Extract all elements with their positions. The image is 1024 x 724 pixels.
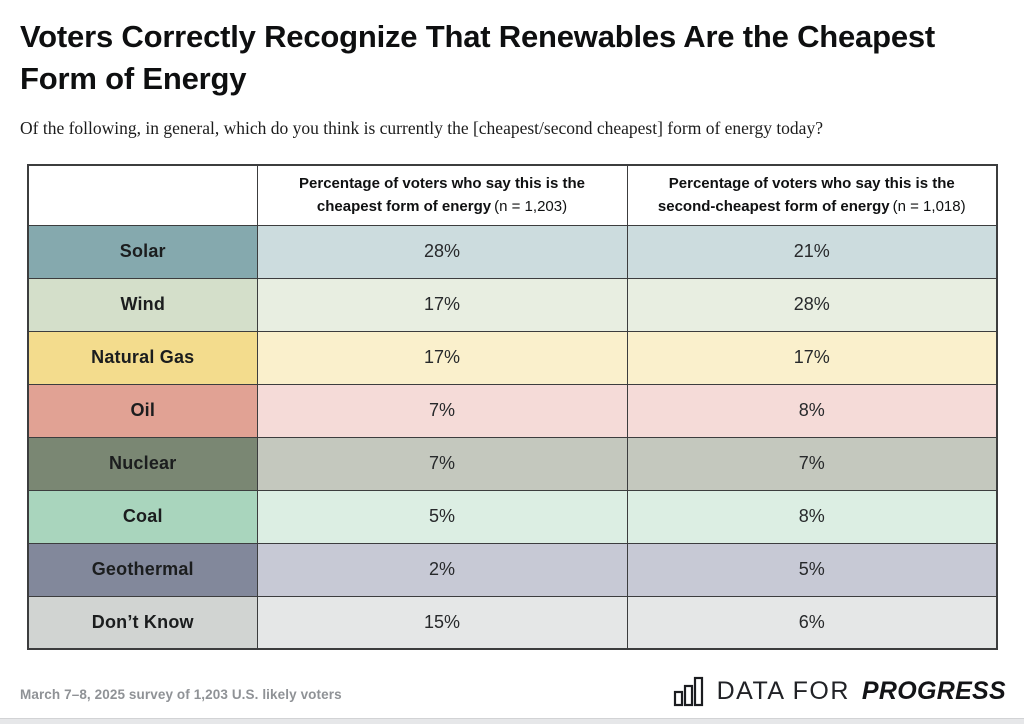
cheapest-value: 7% (256, 383, 628, 438)
second-cheapest-value: 21% (626, 224, 998, 279)
row-label: Oil (27, 383, 258, 438)
second-cheapest-value: 5% (626, 542, 998, 597)
column-header-text: Percentage of voters who say this is the… (657, 175, 955, 216)
table-row-oil: Oil 7% 8% (27, 383, 998, 438)
table-row-dont-know: Don’t Know 15% 6% (27, 595, 998, 650)
cheapest-value: 17% (256, 330, 628, 385)
column-header-sample-size: (n = 1,203) (494, 198, 568, 216)
survey-methodology-note: March 7–8, 2025 survey of 1,203 U.S. lik… (20, 687, 342, 702)
page-bottom-edge (0, 718, 1024, 724)
cheapest-value: 15% (256, 595, 628, 650)
second-cheapest-value: 7% (626, 436, 998, 491)
survey-question: Of the following, in general, which do y… (20, 118, 823, 138)
table-row-natural-gas: Natural Gas 17% 17% (27, 330, 998, 385)
cheapest-value: 7% (256, 436, 628, 491)
column-header-cheapest: Percentage of voters who say this is the… (256, 164, 628, 226)
column-header-sample-size: (n = 1,018) (892, 198, 966, 216)
row-label: Natural Gas (27, 330, 258, 385)
second-cheapest-value: 8% (626, 489, 998, 544)
cheapest-value: 2% (256, 542, 628, 597)
cheapest-value: 5% (256, 489, 628, 544)
table-row-wind: Wind 17% 28% (27, 277, 998, 332)
row-label: Solar (27, 224, 258, 279)
second-cheapest-value: 6% (626, 595, 998, 650)
table-row-solar: Solar 28% 21% (27, 224, 998, 279)
cheapest-value: 17% (256, 277, 628, 332)
header-row: Percentage of voters who say this is the… (27, 164, 998, 226)
cheapest-value: 28% (256, 224, 628, 279)
row-label: Geothermal (27, 542, 258, 597)
table-row-geothermal: Geothermal 2% 5% (27, 542, 998, 597)
page-title: Voters Correctly Recognize That Renewabl… (20, 19, 936, 96)
corner-cell (27, 164, 258, 226)
survey-results-table: Percentage of voters who say this is the… (27, 164, 998, 650)
logo-text-progress: PROGRESS (861, 676, 1006, 705)
row-label: Wind (27, 277, 258, 332)
row-label: Nuclear (27, 436, 258, 491)
logo-text-data-for: DATA FOR (716, 676, 850, 705)
second-cheapest-value: 28% (626, 277, 998, 332)
data-for-progress-logo: DATA FOR PROGRESS (673, 675, 1006, 707)
row-label: Don’t Know (27, 595, 258, 650)
column-header-second-cheapest: Percentage of voters who say this is the… (626, 164, 998, 226)
row-label: Coal (27, 489, 258, 544)
table-row-nuclear: Nuclear 7% 7% (27, 436, 998, 491)
bar-chart-icon (673, 675, 707, 707)
table-row-coal: Coal 5% 8% (27, 489, 998, 544)
column-header-text: Percentage of voters who say this is the… (299, 175, 585, 216)
second-cheapest-value: 8% (626, 383, 998, 438)
second-cheapest-value: 17% (626, 330, 998, 385)
